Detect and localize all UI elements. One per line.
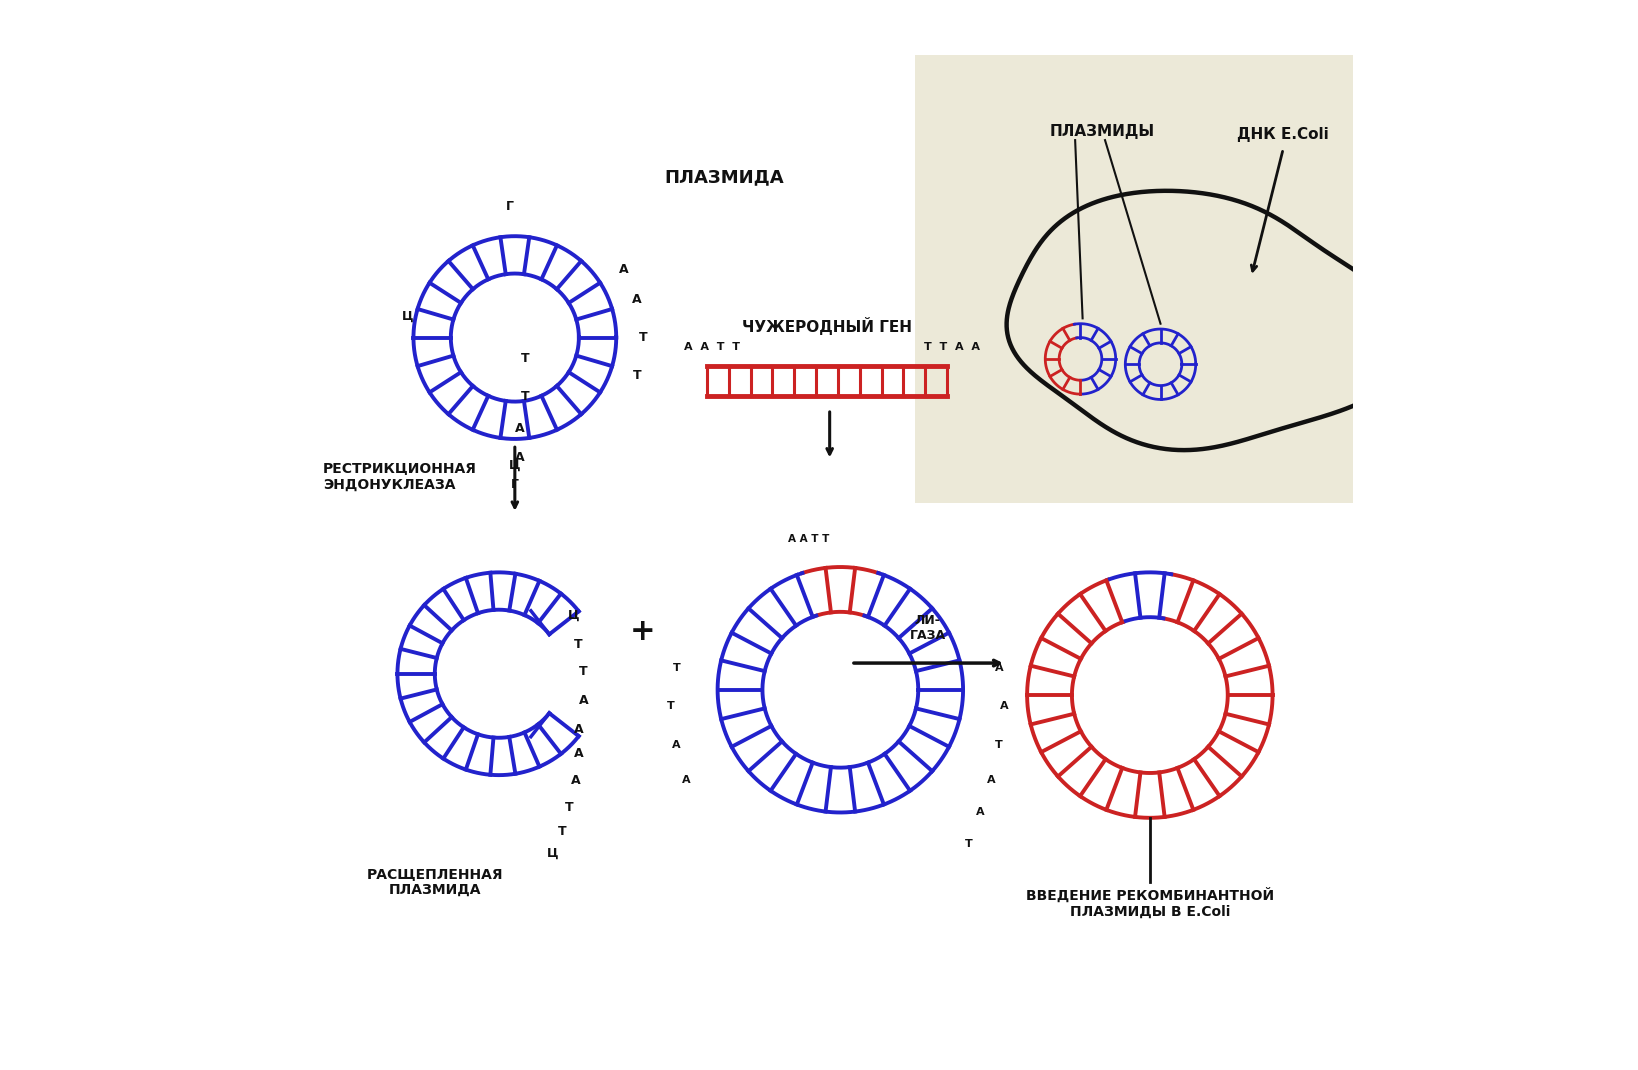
Text: +: + — [631, 616, 655, 645]
Text: Т: Т — [673, 663, 680, 673]
Text: ВВЕДЕНИЕ РЕКОМБИНАНТНОЙ
ПЛАЗМИДЫ В E.Coli: ВВЕДЕНИЕ РЕКОМБИНАНТНОЙ ПЛАЗМИДЫ В E.Col… — [1025, 887, 1274, 919]
Text: А: А — [578, 694, 588, 707]
Text: Т: Т — [521, 352, 529, 366]
Text: Т: Т — [565, 800, 573, 813]
Text: А: А — [516, 422, 526, 434]
Text: А: А — [996, 663, 1004, 673]
Text: Т: Т — [557, 825, 567, 838]
Text: Т: Т — [632, 369, 642, 382]
Text: А  А  Т  Т: А А Т Т — [685, 342, 740, 352]
Text: Г: Г — [511, 478, 519, 491]
Text: А: А — [573, 722, 583, 736]
Text: Г: Г — [506, 200, 513, 213]
Text: Т: Т — [521, 389, 529, 402]
Text: ПЛАЗМИДЫ: ПЛАЗМИДЫ — [1050, 124, 1155, 139]
Text: А А Т Т: А А Т Т — [788, 534, 829, 544]
Text: Ц: Ц — [547, 846, 559, 859]
Text: РАСЩЕПЛЕННАЯ
ПЛАЗМИДА: РАСЩЕПЛЕННАЯ ПЛАЗМИДА — [367, 867, 503, 897]
Text: Ц: Ц — [568, 609, 580, 622]
Text: А: А — [672, 740, 680, 750]
Text: А: А — [632, 293, 642, 306]
Text: Т: Т — [965, 840, 973, 850]
Text: А: А — [516, 450, 526, 463]
Text: А: А — [986, 776, 996, 785]
FancyBboxPatch shape — [916, 55, 1363, 503]
Text: А: А — [572, 774, 581, 786]
Text: ДНК E.Coli: ДНК E.Coli — [1237, 127, 1328, 142]
Text: РЕСТРИКЦИОННАЯ
ЭНДОНУКЛЕАЗА: РЕСТРИКЦИОННАЯ ЭНДОНУКЛЕАЗА — [323, 461, 477, 491]
Text: ЛИ-
ГАЗА: ЛИ- ГАЗА — [909, 614, 945, 642]
Text: Ц: Ц — [403, 309, 414, 323]
Text: ЧУЖЕРОДНЫЙ ГЕН: ЧУЖЕРОДНЫЙ ГЕН — [742, 317, 912, 335]
Text: А: А — [619, 263, 627, 276]
Text: Т: Т — [996, 740, 1002, 750]
Text: Т: Т — [578, 666, 588, 678]
Text: А: А — [976, 808, 984, 817]
Text: Т: Т — [667, 701, 675, 710]
Text: ПЛАЗМИДА: ПЛАЗМИДА — [665, 168, 785, 186]
Text: Ц: Ц — [509, 459, 521, 472]
Text: А: А — [683, 776, 691, 785]
Text: Т: Т — [639, 331, 647, 345]
Text: А: А — [573, 747, 583, 761]
Text: А: А — [1001, 701, 1009, 710]
Text: Т: Т — [573, 639, 581, 652]
Text: Т  Т  А  А: Т Т А А — [924, 342, 981, 352]
